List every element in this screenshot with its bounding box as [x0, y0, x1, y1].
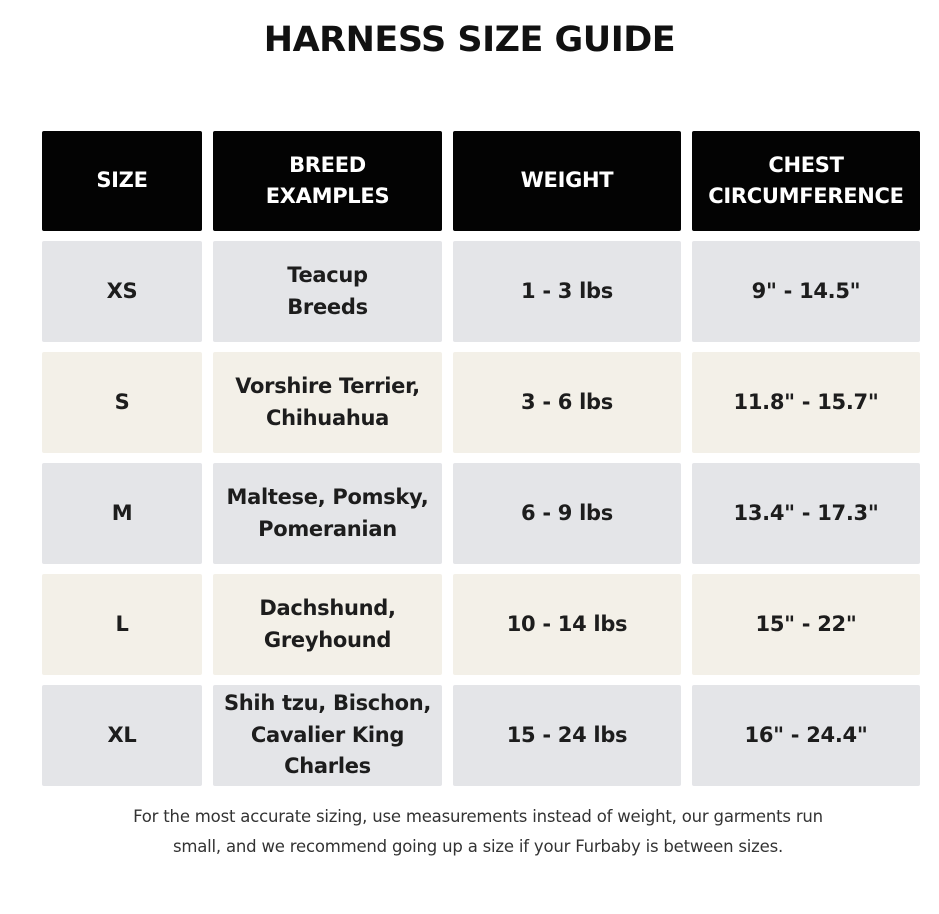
table-cell-chest: 11.8" - 15.7" — [692, 352, 920, 453]
table-cell-chest-text: 16" - 24.4" — [744, 722, 868, 747]
column-header-text: WEIGHT — [520, 168, 614, 193]
table-cell-breeds: Maltese, Pomsky, Pomeranian — [213, 463, 442, 564]
column-header: SIZE — [42, 131, 202, 231]
table-cell-chest-text: 11.8" - 15.7" — [733, 389, 879, 414]
table-cell-weight-text: 10 - 14 lbs — [506, 611, 628, 636]
table-cell-breeds: Vorshire Terrier, Chihuahua — [213, 352, 442, 453]
table-cell-chest: 13.4" - 17.3" — [692, 463, 920, 564]
table-cell-breeds-text: Shih tzu, Bischon, Cavalier King Charles — [223, 691, 432, 779]
footer-line-1: For the most accurate sizing, use measur… — [133, 807, 823, 826]
column-header: BREED EXAMPLES — [213, 131, 442, 231]
column-header-text: CHEST CIRCUMFERENCE — [708, 152, 904, 209]
table-cell-size: XL — [42, 685, 202, 786]
footer-note: For the most accurate sizing, use measur… — [0, 802, 939, 862]
table-cell-breeds-text: Dachshund, Greyhound — [259, 596, 396, 652]
table-cell-size: L — [42, 574, 202, 675]
table-cell-breeds: Dachshund, Greyhound — [213, 574, 442, 675]
table-cell-breeds: Shih tzu, Bischon, Cavalier King Charles — [213, 685, 442, 786]
table-cell-chest-text: 13.4" - 17.3" — [733, 500, 879, 525]
page-title: HARNESS SIZE GUIDE — [263, 20, 676, 60]
table-cell-size-text: S — [114, 389, 130, 414]
table-cell-size-text: XL — [107, 722, 137, 747]
table-cell-size-text: XS — [106, 278, 138, 303]
table-cell-weight-text: 3 - 6 lbs — [521, 389, 613, 414]
table-cell-weight-text: 15 - 24 lbs — [506, 722, 628, 747]
table-cell-chest: 9" - 14.5" — [692, 241, 920, 342]
table-cell-breeds-text: Teacup Breeds — [287, 263, 368, 319]
column-header: CHEST CIRCUMFERENCE — [692, 131, 920, 231]
table-cell-size: XS — [42, 241, 202, 342]
table-cell-size: M — [42, 463, 202, 564]
table-cell-weight: 6 - 9 lbs — [453, 463, 681, 564]
table-cell-size-text: M — [111, 500, 133, 525]
footer-line-2: small, and we recommend going up a size … — [172, 837, 784, 856]
table-cell-breeds-text: Vorshire Terrier, Chihuahua — [235, 374, 420, 430]
column-header-text: SIZE — [96, 168, 148, 193]
table-cell-weight: 10 - 14 lbs — [453, 574, 681, 675]
table-cell-chest-text: 15" - 22" — [755, 611, 857, 636]
column-header-text: BREED EXAMPLES — [265, 152, 390, 209]
table-cell-weight: 3 - 6 lbs — [453, 352, 681, 453]
table-cell-weight: 15 - 24 lbs — [453, 685, 681, 786]
table-cell-breeds-text: Maltese, Pomsky, Pomeranian — [226, 485, 429, 541]
table-cell-chest-text: 9" - 14.5" — [751, 278, 861, 303]
table-cell-weight-text: 6 - 9 lbs — [521, 500, 613, 525]
table-cell-weight: 1 - 3 lbs — [453, 241, 681, 342]
table-cell-size-text: L — [115, 611, 129, 636]
table-cell-size: S — [42, 352, 202, 453]
column-header: WEIGHT — [453, 131, 681, 231]
size-table: SIZE BREED EXAMPLES WEIGHT CHEST CIRCUMFERE… — [42, 131, 920, 786]
table-cell-breeds: Teacup Breeds — [213, 241, 442, 342]
table-cell-weight-text: 1 - 3 lbs — [521, 278, 613, 303]
table-cell-chest: 15" - 22" — [692, 574, 920, 675]
table-cell-chest: 16" - 24.4" — [692, 685, 920, 786]
